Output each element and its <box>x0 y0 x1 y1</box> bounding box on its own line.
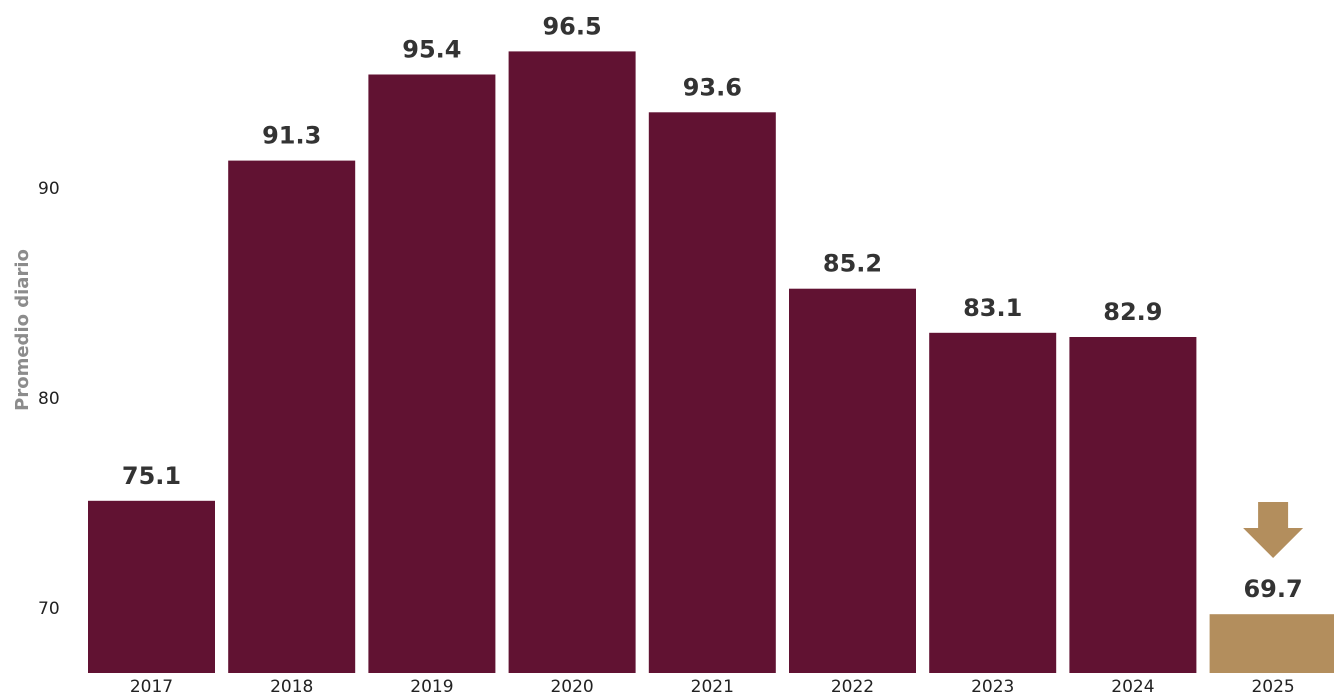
bar <box>648 112 776 674</box>
bar <box>368 74 496 673</box>
bar <box>929 332 1057 673</box>
data-label: 85.2 <box>823 250 882 278</box>
data-label: 95.4 <box>402 36 461 64</box>
x-tick-label: 2025 <box>1251 677 1294 696</box>
x-tick-label: 2024 <box>1111 677 1154 696</box>
y-tick-label: 80 <box>38 389 60 409</box>
data-label: 75.1 <box>122 462 181 490</box>
bar <box>1209 614 1334 673</box>
x-tick-label: 2021 <box>691 677 734 696</box>
x-tick-label: 2023 <box>971 677 1014 696</box>
bar <box>228 160 356 674</box>
data-label: 91.3 <box>262 122 321 150</box>
x-tick-label: 2022 <box>831 677 874 696</box>
data-label: 96.5 <box>542 12 601 40</box>
bar <box>789 288 916 673</box>
y-tick-label: 70 <box>38 599 60 619</box>
x-tick-label: 2018 <box>270 677 313 696</box>
data-label: 83.1 <box>963 294 1022 322</box>
bar <box>88 500 215 673</box>
y-tick-label: 90 <box>38 179 60 199</box>
data-label: 69.7 <box>1243 575 1302 603</box>
bar <box>508 51 636 673</box>
x-tick-label: 2019 <box>410 677 453 696</box>
y-axis-title: Promedio diario <box>12 249 33 411</box>
data-label: 82.9 <box>1103 298 1162 326</box>
x-tick-label: 2020 <box>550 677 593 696</box>
down-arrow-icon <box>1243 502 1304 558</box>
bar <box>1069 337 1197 673</box>
x-tick-label: 2017 <box>130 677 173 696</box>
data-label: 93.6 <box>683 73 742 101</box>
